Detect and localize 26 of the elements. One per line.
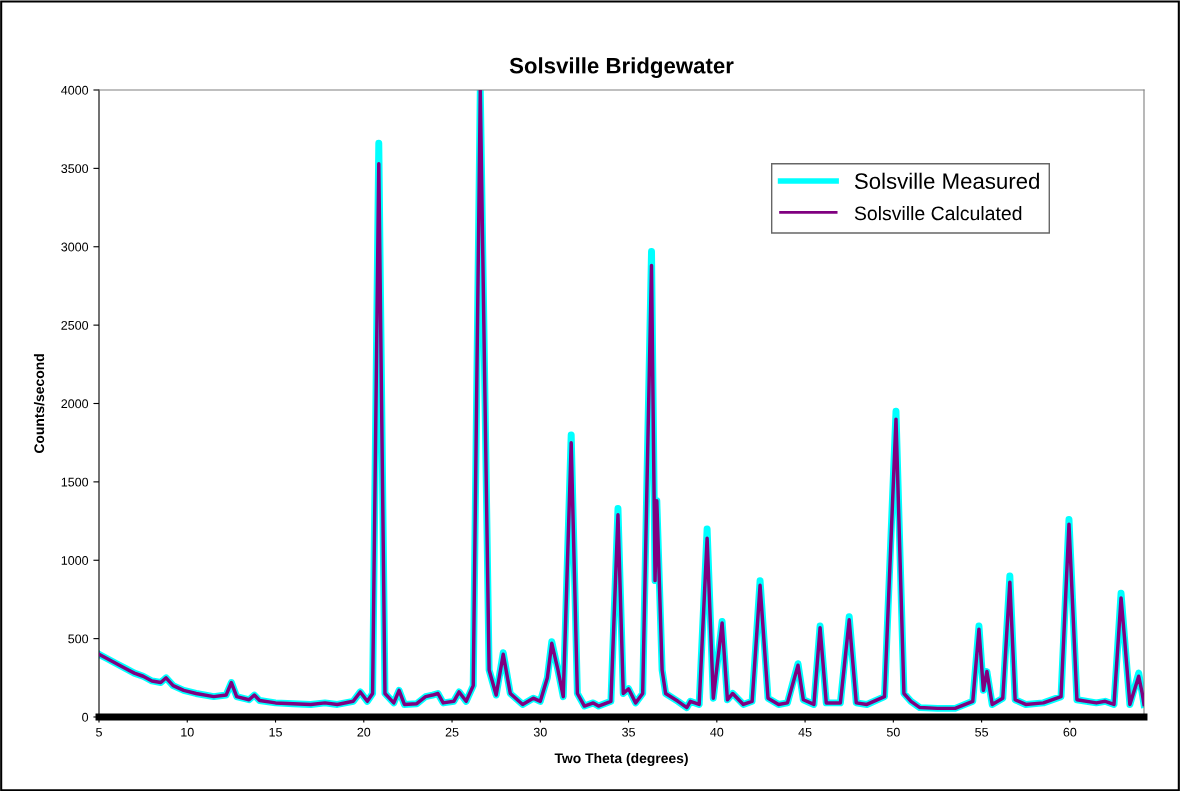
- y-tick-label: 1500: [61, 477, 89, 487]
- legend-label: Solsville Measured: [854, 172, 1039, 190]
- chart-title: Solsville Bridgewater: [509, 57, 734, 79]
- x-tick-label: 55: [975, 727, 989, 737]
- y-tick-label: 1000: [61, 556, 89, 565]
- y-tick-label: 0: [82, 712, 89, 722]
- y-tick-label: 2500: [61, 320, 89, 330]
- x-tick-label: 20: [357, 727, 371, 737]
- legend-label: Solsville Calculated: [854, 205, 1022, 221]
- x-tick-label: 40: [710, 727, 724, 737]
- x-tick-label: 10: [181, 727, 194, 737]
- x-tick-label: 50: [886, 727, 900, 737]
- x-tick-label: 25: [445, 727, 459, 737]
- x-axis-title: Two Theta (degrees): [554, 752, 688, 766]
- y-tick-label: 3000: [61, 242, 89, 252]
- x-tick-label: 30: [533, 727, 547, 737]
- x-tick-label: 45: [798, 727, 812, 737]
- y-axis-title: Counts/second: [33, 354, 45, 454]
- x-tick-label: 60: [1063, 727, 1077, 737]
- y-tick-label: 2000: [61, 399, 89, 409]
- y-tick-label: 4000: [61, 85, 89, 95]
- y-tick-label: 3500: [61, 164, 89, 174]
- x-tick-label: 15: [269, 727, 282, 737]
- y-tick-label: 500: [68, 634, 89, 644]
- x-tick-label: 5: [96, 727, 102, 737]
- x-tick-label: 35: [622, 727, 635, 737]
